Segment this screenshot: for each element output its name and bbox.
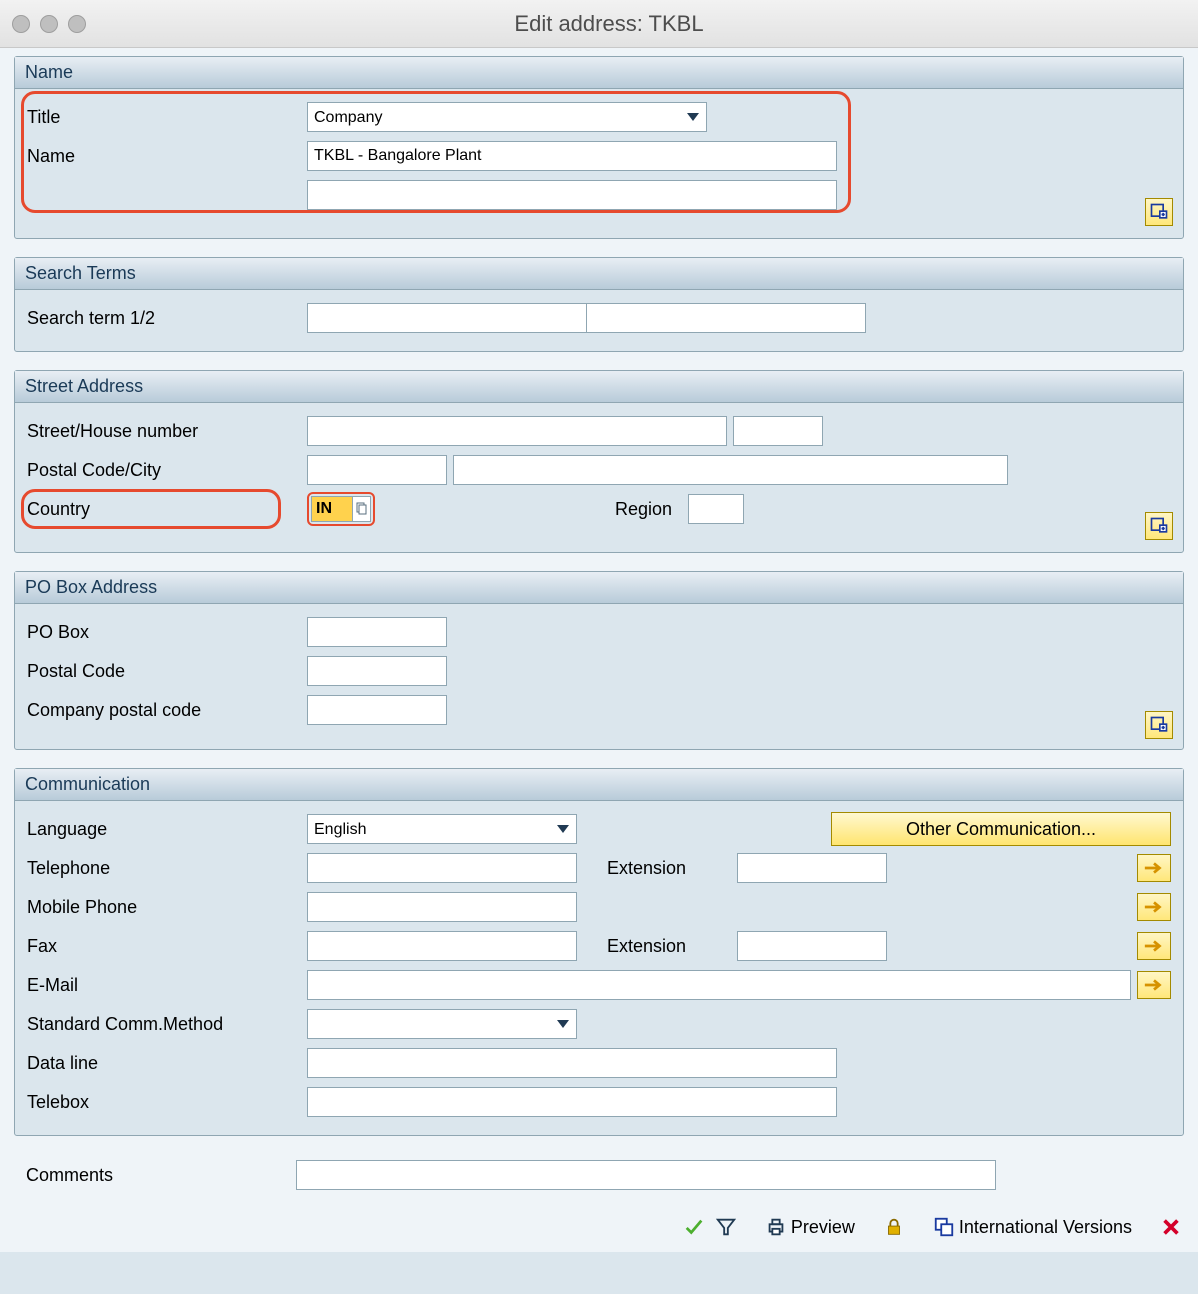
expand-pobox-icon[interactable] bbox=[1145, 711, 1173, 739]
lock-icon[interactable] bbox=[883, 1216, 905, 1238]
pobox-group: PO Box Address PO Box Postal Code Compan… bbox=[14, 571, 1184, 750]
title-bar: Edit address: TKBL bbox=[0, 0, 1198, 48]
telephone-label: Telephone bbox=[27, 858, 307, 879]
telephone-input[interactable] bbox=[307, 853, 577, 883]
search-term-label: Search term 1/2 bbox=[27, 308, 307, 329]
communication-header: Communication bbox=[15, 769, 1183, 801]
language-label: Language bbox=[27, 819, 307, 840]
search-term-2-input[interactable] bbox=[586, 303, 866, 333]
telephone-more-icon[interactable] bbox=[1137, 854, 1171, 882]
country-field-wrapper bbox=[307, 492, 375, 526]
country-label: Country bbox=[27, 499, 307, 520]
filter-icon[interactable] bbox=[715, 1216, 737, 1238]
pobox-postal-input[interactable] bbox=[307, 656, 447, 686]
std-comm-label: Standard Comm.Method bbox=[27, 1014, 307, 1035]
search-term-1-input[interactable] bbox=[307, 303, 587, 333]
dataline-input[interactable] bbox=[307, 1048, 837, 1078]
title-select[interactable]: Company bbox=[307, 102, 707, 132]
email-label: E-Mail bbox=[27, 975, 307, 996]
expand-name-icon[interactable] bbox=[1145, 198, 1173, 226]
dataline-label: Data line bbox=[27, 1053, 307, 1074]
comments-label: Comments bbox=[26, 1165, 296, 1186]
maximize-window-icon[interactable] bbox=[68, 15, 86, 33]
pobox-postal-label: Postal Code bbox=[27, 661, 307, 682]
window-controls bbox=[12, 15, 86, 33]
mobile-label: Mobile Phone bbox=[27, 897, 307, 918]
street-address-group: Street Address Street/House number Posta… bbox=[14, 370, 1184, 553]
name-group-header: Name bbox=[15, 57, 1183, 89]
email-more-icon[interactable] bbox=[1137, 971, 1171, 999]
tel-extension-label: Extension bbox=[577, 858, 737, 879]
pobox-input[interactable] bbox=[307, 617, 447, 647]
preview-label: Preview bbox=[791, 1217, 855, 1238]
fax-input[interactable] bbox=[307, 931, 577, 961]
communication-group: Communication Language English Other Com… bbox=[14, 768, 1184, 1136]
minimize-window-icon[interactable] bbox=[40, 15, 58, 33]
window-title: Edit address: TKBL bbox=[102, 11, 1186, 37]
country-input[interactable] bbox=[311, 496, 353, 522]
mobile-input[interactable] bbox=[307, 892, 577, 922]
telebox-label: Telebox bbox=[27, 1092, 307, 1113]
fax-more-icon[interactable] bbox=[1137, 932, 1171, 960]
tel-extension-input[interactable] bbox=[737, 853, 887, 883]
postal-city-label: Postal Code/City bbox=[27, 460, 307, 481]
name-label: Name bbox=[27, 146, 307, 167]
country-help-icon[interactable] bbox=[353, 496, 371, 522]
region-label: Region bbox=[585, 499, 688, 520]
fax-extension-input[interactable] bbox=[737, 931, 887, 961]
comments-row: Comments bbox=[14, 1154, 1184, 1204]
pobox-label: PO Box bbox=[27, 622, 307, 643]
region-input[interactable] bbox=[688, 494, 744, 524]
international-versions-button[interactable]: International Versions bbox=[933, 1216, 1132, 1238]
postal-code-input[interactable] bbox=[307, 455, 447, 485]
telebox-input[interactable] bbox=[307, 1087, 837, 1117]
footer-toolbar: Preview International Versions bbox=[0, 1208, 1198, 1252]
fax-label: Fax bbox=[27, 936, 307, 957]
mobile-more-icon[interactable] bbox=[1137, 893, 1171, 921]
search-terms-group: Search Terms Search term 1/2 bbox=[14, 257, 1184, 352]
city-input[interactable] bbox=[453, 455, 1008, 485]
email-input[interactable] bbox=[307, 970, 1131, 1000]
title-label: Title bbox=[27, 107, 307, 128]
print-preview-button[interactable]: Preview bbox=[765, 1216, 855, 1238]
name-input-2[interactable] bbox=[307, 180, 837, 210]
search-terms-header: Search Terms bbox=[15, 258, 1183, 290]
company-postal-input[interactable] bbox=[307, 695, 447, 725]
pobox-header: PO Box Address bbox=[15, 572, 1183, 604]
other-communication-button[interactable]: Other Communication... bbox=[831, 812, 1171, 846]
edit-address-window: Edit address: TKBL Name Title Company Na… bbox=[0, 0, 1198, 1252]
company-postal-label: Company postal code bbox=[27, 700, 307, 721]
intl-versions-label: International Versions bbox=[959, 1217, 1132, 1238]
std-comm-select[interactable] bbox=[307, 1009, 577, 1039]
name-input-1[interactable] bbox=[307, 141, 837, 171]
cancel-icon[interactable] bbox=[1160, 1216, 1182, 1238]
street-address-header: Street Address bbox=[15, 371, 1183, 403]
street-input[interactable] bbox=[307, 416, 727, 446]
language-select[interactable]: English bbox=[307, 814, 577, 844]
name-group: Name Title Company Name bbox=[14, 56, 1184, 239]
expand-street-icon[interactable] bbox=[1145, 512, 1173, 540]
close-window-icon[interactable] bbox=[12, 15, 30, 33]
ok-icon[interactable] bbox=[683, 1216, 705, 1238]
street-label: Street/House number bbox=[27, 421, 307, 442]
content-area: Name Title Company Name bbox=[0, 48, 1198, 1208]
comments-input[interactable] bbox=[296, 1160, 996, 1190]
house-number-input[interactable] bbox=[733, 416, 823, 446]
fax-extension-label: Extension bbox=[577, 936, 737, 957]
